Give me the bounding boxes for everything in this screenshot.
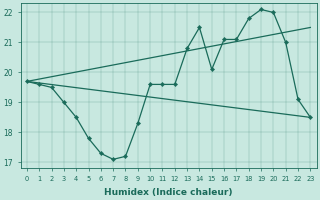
- X-axis label: Humidex (Indice chaleur): Humidex (Indice chaleur): [104, 188, 233, 197]
